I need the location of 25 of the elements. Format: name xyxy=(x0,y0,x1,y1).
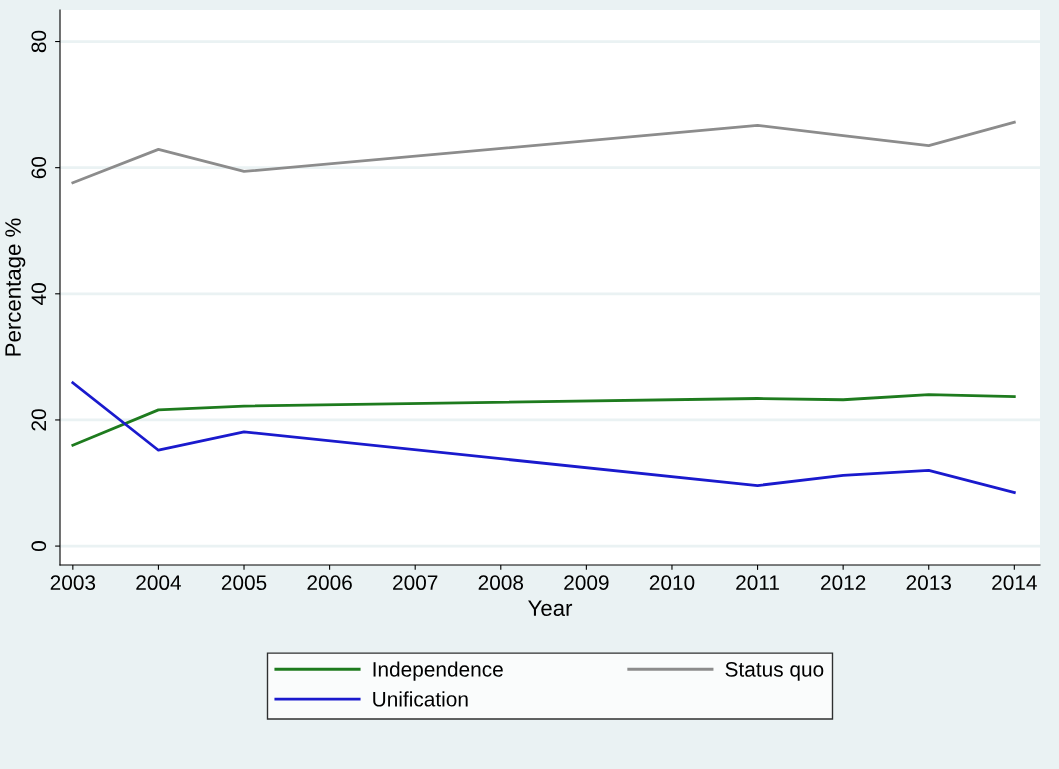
line-series xyxy=(71,393,1016,447)
y-tick-label: 40 xyxy=(31,283,47,305)
x-tick-label: 2005 xyxy=(221,575,267,591)
line-series xyxy=(71,381,1016,494)
x-tick-label: 2004 xyxy=(136,575,181,591)
line-series xyxy=(71,120,1016,185)
x-tick-label: 2008 xyxy=(478,575,524,591)
legend-label: Status quo xyxy=(725,662,824,681)
x-tick-label: 2010 xyxy=(649,575,695,591)
x-tick-label: 2003 xyxy=(50,575,96,591)
x-axis-title: Year xyxy=(528,600,573,617)
y-tick-label: 60 xyxy=(31,156,47,179)
x-tick-label: 2012 xyxy=(821,575,866,591)
x-tick-label: 2006 xyxy=(307,575,352,591)
x-tick-label: 2013 xyxy=(906,575,951,591)
legend-label: Unification xyxy=(373,691,468,707)
x-tick-label: 2009 xyxy=(564,575,609,591)
x-tick-label: 2007 xyxy=(393,575,438,591)
legend-label: Independence xyxy=(373,661,503,681)
y-tick-label: 80 xyxy=(31,30,47,53)
x-tick-label: 2014 xyxy=(992,575,1037,591)
x-tick-label: 2011 xyxy=(736,575,779,591)
y-axis-title: Percentage % xyxy=(5,218,26,356)
y-tick-label: 20 xyxy=(31,409,47,431)
y-tick-label: 0 xyxy=(31,541,47,552)
